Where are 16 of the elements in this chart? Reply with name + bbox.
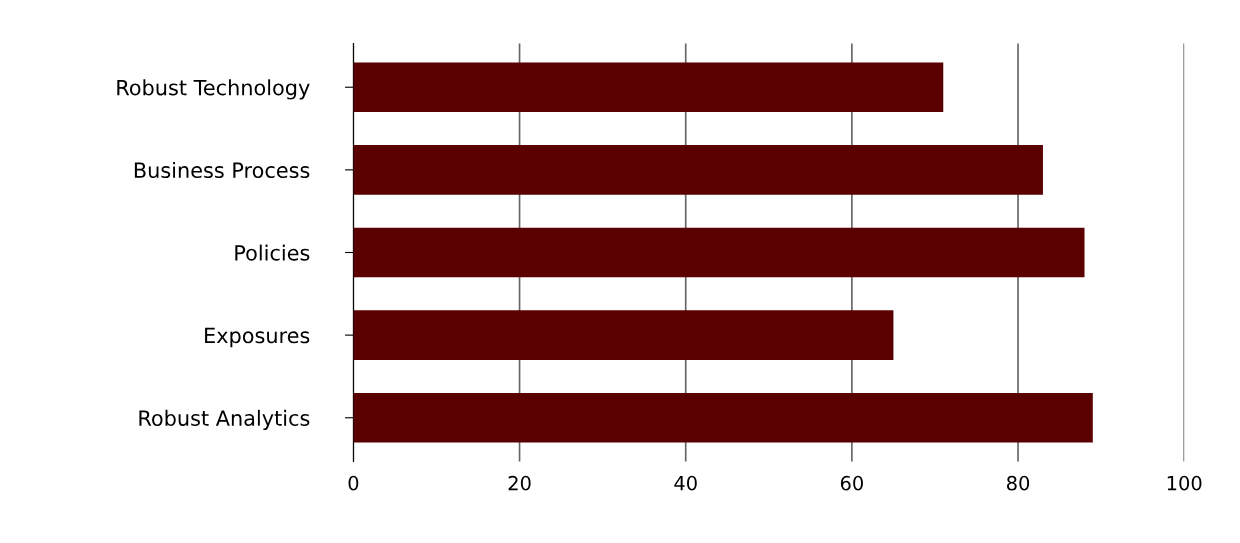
y-tick-label: Business Process bbox=[134, 161, 310, 179]
x-tick-label: 40 bbox=[674, 475, 697, 491]
bar bbox=[353, 227, 1085, 278]
x-tick-label: 80 bbox=[1006, 475, 1030, 491]
x-tick-label: 20 bbox=[508, 475, 531, 491]
bar bbox=[353, 392, 1093, 443]
bar bbox=[353, 310, 894, 360]
x-tick-label: 100 bbox=[1167, 475, 1202, 491]
y-tick-label: Robust Technology bbox=[117, 79, 310, 100]
y-tick-label: Robust Analytics bbox=[139, 409, 310, 430]
y-tick-label: Policies bbox=[235, 244, 310, 261]
bar bbox=[353, 145, 1043, 195]
x-tick-label: 0 bbox=[348, 475, 359, 491]
bar bbox=[353, 62, 944, 113]
y-tick-label: Exposures bbox=[205, 327, 310, 348]
x-tick-label: 60 bbox=[840, 475, 863, 491]
